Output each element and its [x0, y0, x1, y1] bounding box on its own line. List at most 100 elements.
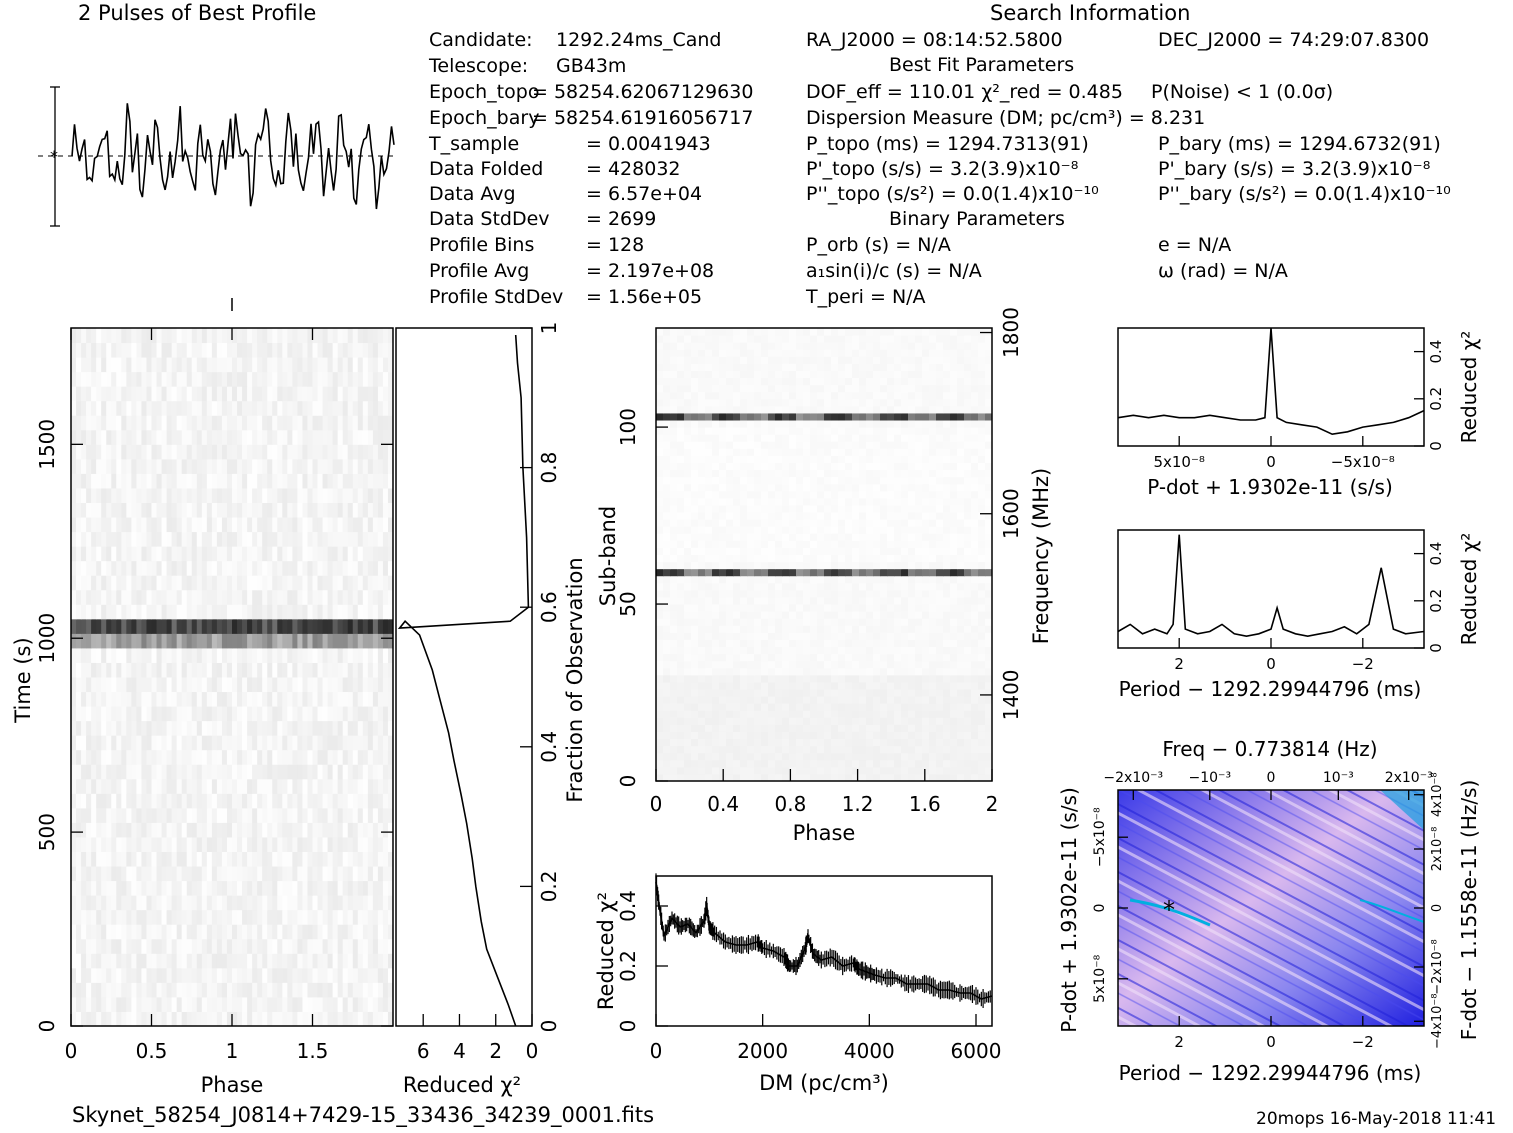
heatmap-cell — [352, 647, 359, 663]
heatmap-cell — [322, 706, 329, 722]
heatmap-cell — [252, 487, 258, 503]
x-tick-label: 1.5 — [297, 1039, 329, 1063]
heatmap-cell — [221, 880, 228, 896]
heatmap-cell — [838, 752, 846, 761]
heatmap-cell — [191, 706, 198, 722]
heatmap-cell — [121, 691, 127, 707]
heatmap-cell — [971, 533, 979, 541]
heatmap-cell — [957, 710, 965, 718]
heatmap-cell — [817, 745, 825, 754]
heatmap-cell — [377, 473, 384, 489]
heatmap-cell — [126, 938, 132, 954]
heatmap-cell — [691, 526, 699, 534]
heatmap-cell — [267, 662, 273, 678]
heatmap-cell — [824, 674, 832, 683]
heatmap-cell — [887, 618, 895, 626]
heatmap-cell — [252, 429, 258, 445]
heatmap-cell — [352, 357, 359, 373]
heatmap-cell — [96, 357, 102, 373]
heatmap-cell — [698, 703, 706, 711]
heatmap-cell — [747, 752, 755, 761]
heatmap-cell — [131, 415, 137, 431]
heatmap-cell — [775, 547, 783, 555]
heatmap-cell — [347, 458, 354, 474]
heatmap-cell — [768, 681, 776, 690]
heatmap-cell — [91, 749, 97, 765]
heatmap-cell — [131, 836, 137, 852]
heatmap-cell — [929, 667, 937, 676]
heatmap-cell — [297, 895, 303, 911]
heatmap-cell — [761, 696, 769, 704]
heatmap-cell — [277, 793, 283, 809]
heatmap-cell — [282, 967, 288, 983]
heatmap-cell — [186, 735, 193, 751]
heatmap-cell — [181, 589, 188, 605]
heatmap-cell — [957, 766, 965, 775]
heatmap-cell — [156, 764, 163, 780]
heatmap-cell — [357, 444, 364, 460]
heatmap-cell — [337, 982, 344, 998]
heatmap-cell — [747, 561, 755, 570]
heatmap-cell — [151, 880, 158, 896]
heatmap-cell — [131, 866, 137, 882]
heatmap-cell — [342, 677, 349, 693]
heatmap-cell — [181, 633, 188, 649]
heatmap-cell — [726, 766, 734, 775]
heatmap-cell — [656, 696, 664, 704]
heatmap-cell — [922, 618, 930, 626]
heatmap-cell — [237, 691, 243, 707]
heatmap-cell — [342, 764, 349, 780]
heatmap-cell — [282, 880, 288, 896]
heatmap-cell — [191, 749, 198, 765]
heatmap-cell — [985, 681, 993, 690]
heatmap-cell — [929, 717, 937, 725]
heatmap-cell — [292, 415, 298, 431]
heatmap-cell — [76, 807, 82, 823]
heatmap-cell — [663, 568, 671, 577]
heatmap-cell — [698, 540, 706, 548]
heatmap-cell — [387, 415, 394, 431]
heatmap-cell — [186, 778, 193, 794]
heatmap-cell — [116, 575, 122, 591]
heatmap-cell — [232, 895, 238, 911]
heatmap-cell — [372, 880, 379, 896]
heatmap-cell — [352, 531, 359, 547]
heatmap-cell — [106, 502, 112, 518]
heatmap-cell — [317, 531, 324, 547]
heatmap-cell — [292, 982, 298, 998]
heatmap-cell — [221, 677, 228, 693]
heatmap-cell — [317, 662, 324, 678]
heatmap-cell — [211, 458, 218, 474]
heatmap-cell — [226, 807, 233, 823]
heatmap-cell — [705, 688, 713, 697]
heatmap-cell — [126, 793, 132, 809]
heatmap-cell — [282, 604, 288, 620]
heatmap-cell — [342, 691, 349, 707]
heatmap-cell — [332, 822, 339, 838]
heatmap-cell — [352, 822, 359, 838]
heatmap-cell — [322, 822, 329, 838]
heatmap-cell — [719, 738, 727, 747]
heatmap-cell — [292, 953, 298, 969]
heatmap-cell — [196, 371, 203, 387]
heatmap-cell — [810, 554, 818, 563]
heatmap-cell — [196, 415, 203, 431]
heatmap-cell — [156, 342, 163, 358]
heatmap-cell — [978, 745, 986, 754]
heatmap-cell — [156, 953, 163, 969]
heatmap-cell — [237, 633, 243, 649]
heatmap-cell — [181, 328, 188, 344]
heatmap-cell — [201, 822, 208, 838]
heatmap-cell — [282, 517, 288, 533]
heatmap-cell — [985, 717, 993, 725]
heatmap-cell — [377, 938, 384, 954]
heatmap-cell — [81, 749, 87, 765]
heatmap-cell — [226, 735, 233, 751]
heatmap-cell — [257, 735, 263, 751]
heatmap-cell — [126, 386, 132, 402]
heatmap-cell — [387, 778, 394, 794]
heatmap-cell — [267, 851, 273, 867]
heatmap-cell — [887, 611, 895, 619]
heatmap-cell — [698, 759, 706, 768]
heatmap-cell — [181, 357, 188, 373]
